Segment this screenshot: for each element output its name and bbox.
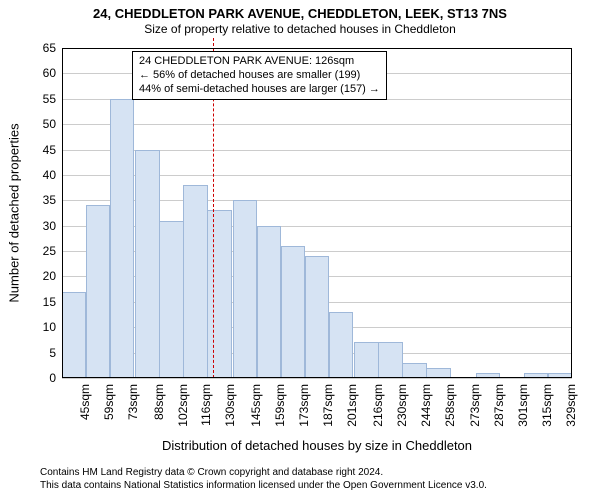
histogram-bar <box>281 246 305 378</box>
x-tick-label: 201sqm <box>341 378 359 427</box>
y-tick-label: 0 <box>49 371 62 385</box>
histogram-bar <box>257 226 281 378</box>
y-tick-label: 65 <box>43 41 62 55</box>
histogram-bar <box>329 312 353 378</box>
footer-line1: Contains HM Land Registry data © Crown c… <box>40 466 487 479</box>
x-tick-label: 273sqm <box>464 378 482 427</box>
title-line2: Size of property relative to detached ho… <box>144 22 456 36</box>
y-tick-label: 55 <box>43 92 62 106</box>
histogram-bar <box>354 342 378 378</box>
x-tick-label: 159sqm <box>269 378 287 427</box>
histogram-bar <box>110 99 134 378</box>
annotation-line3: 44% of semi-detached houses are larger (… <box>139 83 380 97</box>
annotation-line1: 24 CHEDDLETON PARK AVENUE: 126sqm <box>139 55 380 69</box>
x-axis-label: Distribution of detached houses by size … <box>162 438 472 453</box>
x-tick-label: 187sqm <box>317 378 335 427</box>
footer-line2: This data contains National Statistics i… <box>40 479 487 492</box>
histogram-bar <box>135 150 159 378</box>
y-axis-label: Number of detached properties <box>7 123 22 302</box>
footer-attribution: Contains HM Land Registry data © Crown c… <box>40 466 487 492</box>
x-tick-label: 45sqm <box>74 378 92 420</box>
x-tick-label: 258sqm <box>439 378 457 427</box>
x-tick-label: 59sqm <box>98 378 116 420</box>
y-tick-label: 50 <box>43 117 62 131</box>
histogram-bar <box>183 185 207 378</box>
chart-container: 24, CHEDDLETON PARK AVENUE, CHEDDLETON, … <box>0 0 600 500</box>
x-tick-label: 216sqm <box>367 378 385 427</box>
annotation-line2: ← 56% of detached houses are smaller (19… <box>139 69 380 83</box>
x-tick-label: 230sqm <box>391 378 409 427</box>
y-tick-label: 30 <box>43 219 62 233</box>
x-tick-label: 88sqm <box>148 378 166 420</box>
y-tick-label: 10 <box>43 320 62 334</box>
x-tick-label: 173sqm <box>293 378 311 427</box>
histogram-bar <box>207 210 231 378</box>
x-tick-label: 102sqm <box>172 378 190 427</box>
histogram-bar <box>378 342 402 378</box>
grid-line <box>62 48 572 49</box>
y-tick-label: 25 <box>43 244 62 258</box>
x-tick-label: 301sqm <box>512 378 530 427</box>
y-tick-label: 15 <box>43 295 62 309</box>
chart-title: 24, CHEDDLETON PARK AVENUE, CHEDDLETON, … <box>0 0 600 22</box>
x-tick-label: 116sqm <box>195 378 213 426</box>
y-tick-label: 60 <box>43 66 62 80</box>
histogram-bar <box>402 363 426 378</box>
plot-area: 0510152025303540455055606545sqm59sqm73sq… <box>62 48 572 378</box>
histogram-bar <box>305 256 329 378</box>
y-tick-label: 45 <box>43 143 62 157</box>
x-tick-label: 130sqm <box>219 378 237 427</box>
y-tick-label: 35 <box>43 193 62 207</box>
grid-line <box>62 124 572 125</box>
y-tick-label: 5 <box>49 346 62 360</box>
x-tick-label: 145sqm <box>245 378 263 427</box>
histogram-bar <box>86 205 110 378</box>
x-tick-label: 315sqm <box>536 378 554 427</box>
x-tick-label: 287sqm <box>488 378 506 427</box>
histogram-bar <box>62 292 86 378</box>
histogram-bar <box>159 221 183 378</box>
x-tick-label: 73sqm <box>122 378 140 420</box>
chart-subtitle: Size of property relative to detached ho… <box>0 22 600 37</box>
x-tick-label: 329sqm <box>560 378 578 427</box>
histogram-bar <box>233 200 257 378</box>
y-tick-label: 40 <box>43 168 62 182</box>
x-tick-label: 244sqm <box>415 378 433 427</box>
histogram-bar <box>426 368 450 378</box>
y-tick-label: 20 <box>43 269 62 283</box>
title-line1: 24, CHEDDLETON PARK AVENUE, CHEDDLETON, … <box>93 6 507 21</box>
annotation-box: 24 CHEDDLETON PARK AVENUE: 126sqm← 56% o… <box>132 51 387 100</box>
